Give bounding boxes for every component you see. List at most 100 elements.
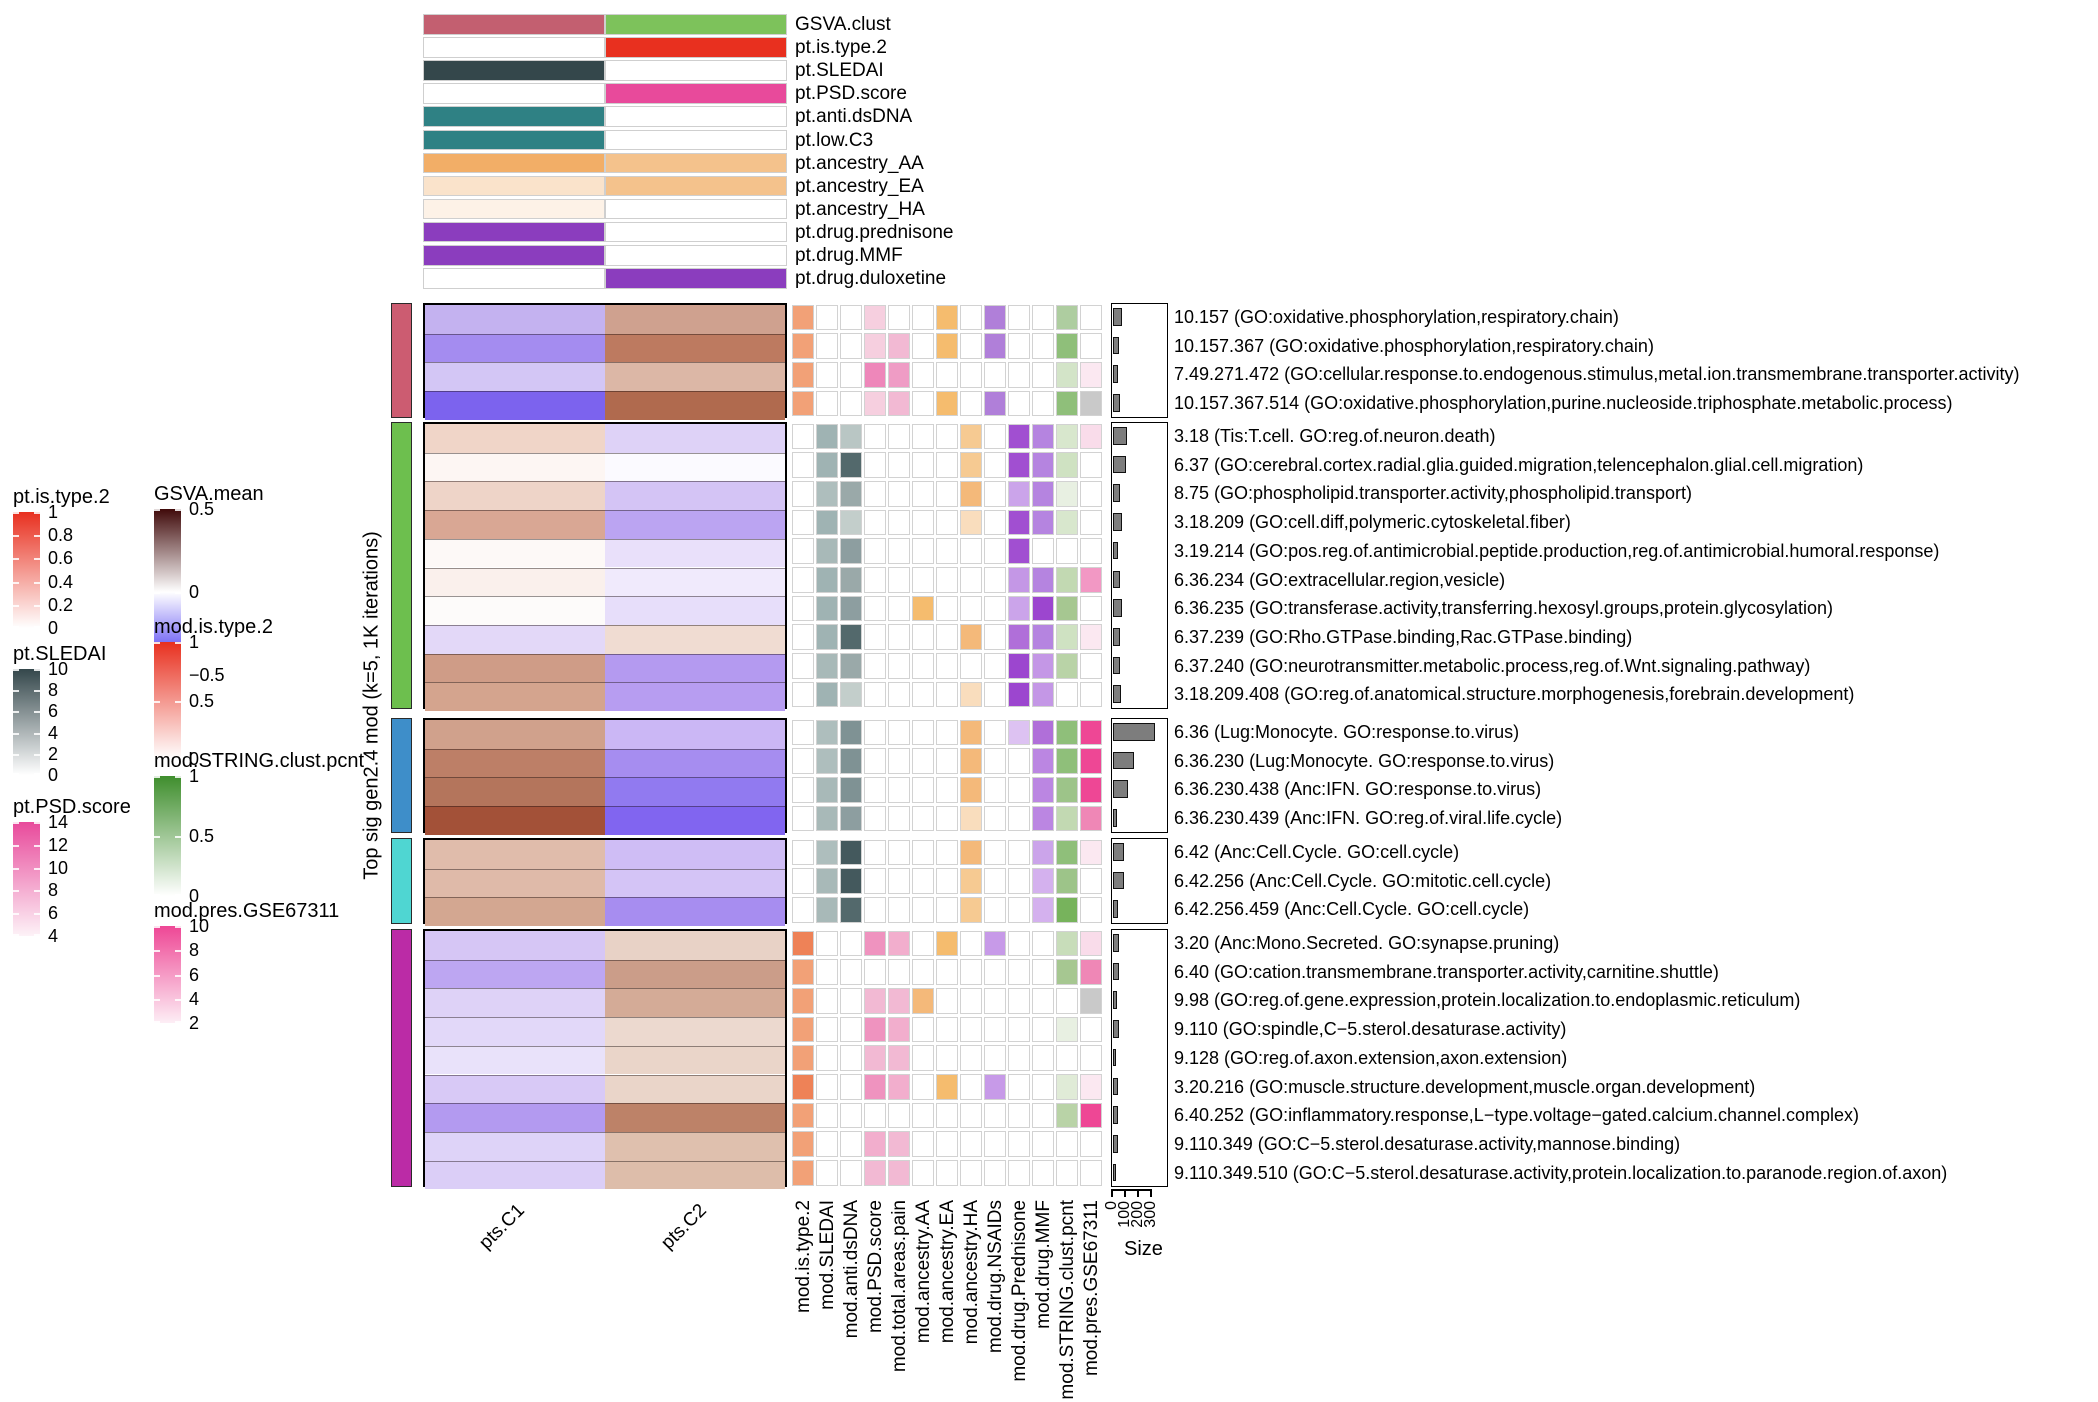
module-annotation-cell [1008, 509, 1030, 536]
heatmap-row-separator [425, 362, 785, 364]
module-annotation-cell [984, 595, 1006, 622]
module-annotation-cell [1032, 959, 1054, 985]
module-annotation-cell [1032, 624, 1054, 651]
heatmap-cell-c1 [425, 988, 605, 1018]
heatmap-row-separator [425, 510, 785, 512]
heatmap-row-separator [425, 897, 785, 899]
module-annotation-cell [888, 361, 910, 388]
legend-tick-label: 0.5 [189, 499, 215, 519]
module-annotation-cell [792, 1160, 814, 1186]
module-annotation-cell [816, 719, 838, 746]
module-annotation-cell [1008, 930, 1030, 957]
module-annotation-cell [792, 567, 814, 593]
row-label: 6.37.240 (GO:neurotransmitter.metabolic.… [1174, 655, 1811, 676]
module-annotation-cell [816, 1016, 838, 1043]
legend-tick-mark [154, 950, 160, 953]
row-label: 6.37.239 (GO:Rho.GTPase.binding,Rac.GTPa… [1174, 626, 1633, 647]
module-annotation-cell [1008, 1016, 1030, 1043]
size-bar [1112, 780, 1129, 799]
module-annotation-cell [840, 624, 862, 651]
legend-tick-mark [13, 890, 19, 893]
module-annotation-cell [792, 896, 814, 923]
module-annotation-cell [864, 1074, 886, 1100]
module-annotation-cell [816, 567, 838, 593]
module-annotation-cell [816, 776, 838, 803]
module-annotation-cell [864, 423, 886, 450]
heatmap-row-separator [425, 1160, 785, 1162]
module-annotation-cell [1008, 1131, 1030, 1158]
module-annotation-cell [984, 839, 1006, 866]
size-bar [1112, 308, 1122, 326]
module-annotation-cell [984, 1045, 1006, 1071]
module-annotation-cell [840, 653, 862, 679]
module-annotation-cell [1080, 959, 1102, 985]
module-annotation-cell [816, 653, 838, 679]
module-annotation-cell [816, 1160, 838, 1186]
module-annotation-cell [912, 538, 934, 564]
legend-tick-mark [13, 512, 19, 514]
module-annotation-cell [840, 509, 862, 536]
module-annotation-cell [888, 509, 910, 536]
heatmap-row-separator [425, 777, 785, 779]
module-annotation-cell [984, 333, 1006, 359]
legend-tick-mark [34, 844, 40, 847]
module-annotation-cell [936, 719, 958, 746]
module-annotation-cell [1032, 1102, 1054, 1129]
module-annotation-cell [984, 653, 1006, 679]
heatmap-row [425, 682, 785, 711]
heatmap-row [425, 748, 785, 778]
row-label: 9.98 (GO:reg.of.gene.expression,protein.… [1174, 990, 1801, 1011]
module-annotation-cell [960, 480, 982, 507]
legend-title: mod.is.type.2 [154, 616, 273, 638]
module-annotation-cell [1032, 595, 1054, 622]
module-annotation-cell [936, 304, 958, 331]
module-annotation-cell [1056, 595, 1078, 622]
legend-tick-label: 0 [189, 886, 200, 906]
module-annotation-cell [1056, 509, 1078, 536]
module-annotation-cell [840, 1160, 862, 1186]
module-annotation-cell [960, 959, 982, 985]
top-annotation-label: pt.is.type.2 [795, 37, 887, 59]
module-annotation-cell [840, 776, 862, 803]
module-annotation-cell [912, 1016, 934, 1043]
heatmap-row-separator [425, 1074, 785, 1076]
module-annotation-cell [984, 480, 1006, 507]
top-annotation-cell-c1 [423, 268, 605, 289]
module-annotation-cell [816, 681, 838, 708]
heatmap-row-separator [425, 481, 785, 483]
module-annotation-cell [960, 681, 982, 708]
size-bar [1112, 900, 1119, 919]
module-annotation-cell [984, 719, 1006, 746]
module-annotation-cell [936, 868, 958, 894]
module-annotation-cell [984, 748, 1006, 774]
heatmap-row-separator [425, 624, 785, 626]
legend-colorbar [13, 512, 40, 628]
module-annotation-cell [864, 987, 886, 1014]
module-annotation-cell [1080, 653, 1102, 679]
module-annotation-cell [864, 681, 886, 708]
legend-tick-mark [34, 711, 40, 714]
module-annotation-cell [960, 423, 982, 450]
heatmap-row [425, 806, 785, 835]
heatmap-cell-c2 [605, 988, 785, 1018]
module-annotation-cell [1056, 1074, 1078, 1100]
module-annotation-cell [840, 1102, 862, 1129]
module-annotation-cell [864, 896, 886, 923]
module-annotation-cell [912, 959, 934, 985]
heatmap-cell-c1 [425, 777, 605, 807]
heatmap-cell-c2 [605, 748, 785, 778]
top-annotation-cell-c1 [423, 221, 605, 243]
x-label-pts-c2: pts.C2 [657, 1200, 711, 1254]
size-bar [1112, 394, 1120, 412]
module-annotation-cell [792, 1074, 814, 1100]
size-bar [1112, 427, 1128, 445]
module-annotation-cell [816, 959, 838, 985]
legend-tick-mark [154, 998, 160, 1001]
size-bar [1112, 1020, 1119, 1038]
legend-title: pt.is.type.2 [13, 486, 110, 508]
module-annotation-cell [936, 959, 958, 985]
heatmap-row-separator [425, 333, 785, 335]
heatmap-cell-c2 [605, 868, 785, 898]
module-annotation-cell [1008, 538, 1030, 564]
module-annotation-cell [816, 868, 838, 894]
